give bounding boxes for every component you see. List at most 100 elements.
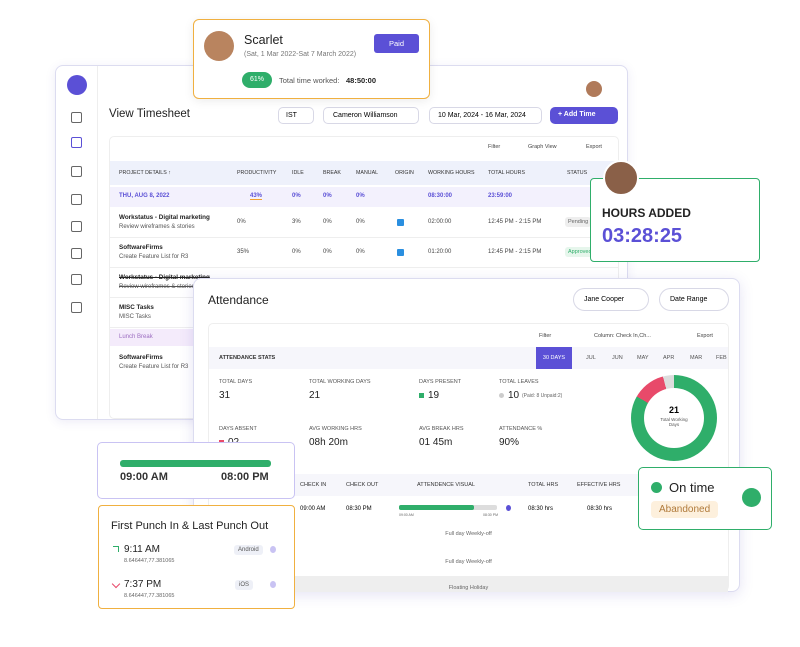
weekly-off: Full day Weekly-off [445,531,492,537]
project-name: Workstatus - Digital marketing [119,274,210,281]
stat-label: ATTENDANCE % [499,426,543,432]
arrow-icon [111,579,121,589]
location-pin [270,581,276,588]
cell: 01:20:00 [428,249,452,255]
column-header: TOTAL HRS [528,482,559,488]
scarlet-card: Scarlet (Sat, 1 Mar 2022-Sat 7 March 2022… [193,19,430,99]
stat-value: 21 [309,390,321,401]
stat-note: (Paid: 8 Unpaid:2) [522,393,563,399]
on-time-label: On time [669,480,715,495]
avatar [603,160,639,196]
punch-out: 08:00 PM [221,471,269,483]
first-punch-title: First Punch In & Last Punch Out [111,520,269,532]
name: Scarlet [244,33,283,47]
toolbar-item[interactable]: Filter [488,144,501,150]
task-name: Create Feature List for R3 [119,364,189,370]
date-cell: 43% [250,193,263,200]
range-tab[interactable]: MAR [690,355,703,361]
task-name: Review wireframes & stories [119,284,195,290]
cell: 35% [237,249,250,255]
check-icon [742,488,761,507]
abandoned-badge: Abandoned [651,501,719,518]
punch-time: 7:37 PM [124,579,162,590]
punch-bar [120,460,271,467]
status-dot [651,482,662,493]
page-title: View Timesheet [109,108,190,120]
stat-label: DAYS PRESENT [419,379,462,385]
user-select[interactable]: Cameron Williamson [323,107,419,124]
date-cell: 0% [323,193,332,199]
cell: 0% [237,219,246,225]
cell: 0% [323,249,332,255]
location-pin [506,505,511,511]
bar-start: 09:00 AM [399,513,414,517]
attendance-panel: Attendance Jane Cooper Date Range Filter Col… [193,278,740,592]
task-name: Create Feature List for R3 [119,254,189,260]
toolbar-item[interactable]: Export [697,333,713,339]
status-badge: Pending [565,217,592,227]
nav-icon [71,194,82,205]
cell: 0% [356,249,365,255]
cell: 02:00:00 [428,219,452,225]
nav-icon [71,302,82,313]
arrow-icon [113,546,119,552]
cell: 0% [292,249,301,255]
range-tab[interactable]: APR [663,355,675,361]
column-header: PROJECT DETAILS ↑ [119,170,171,176]
range-tab[interactable]: MAY [637,355,649,361]
toolbar-item[interactable]: Export [586,144,602,150]
dot [419,393,424,398]
toolbar-item[interactable]: Column: Check In,Ch... [594,333,651,339]
range-tab[interactable]: 30 DAYS [536,347,572,369]
column-header: TOTAL HOURS [488,170,525,176]
stats-title: ATTENDANCE STATS [219,355,276,361]
date-select[interactable]: 10 Mar, 2024 - 16 Mar, 2024 [429,107,542,124]
weekly-off: Full day Weekly-off [445,559,492,565]
attendance-inner: Filter Column: Check In,Ch... Export ATTEND… [208,323,729,592]
device-badge: Android [234,545,263,555]
bar-end: 08:30 PM [483,513,498,517]
range-tab[interactable]: JUL [586,355,596,361]
toolbar-item[interactable]: Graph View [528,144,557,150]
column-header: IDLE [292,170,304,176]
row-divider [110,267,618,268]
stat-value: 10 [508,390,520,401]
stat-label: DAYS ABSENT [219,426,257,432]
nav-icon [71,221,82,232]
date-cell: 0% [292,193,301,199]
range-tab[interactable]: JUN [612,355,623,361]
row-divider [110,237,618,238]
nav-icon [71,137,82,148]
date-cell: 23:59:00 [488,193,513,199]
task-name: MISC Tasks [119,314,151,320]
user-select[interactable]: Jane Cooper [573,288,649,311]
date-cell: THU, AUG 8, 2022 [119,193,170,199]
stat-label: AVG BREAK HRS [419,426,464,432]
column-header: WORKING HOURS [428,170,475,176]
cell: 08:30 hrs [528,506,554,512]
column-header: ATTENDENCE VISUAL [417,482,475,488]
location-pin [270,546,276,553]
nav-icon [71,274,82,285]
project-name: Workstatus - Digital marketing [119,214,210,221]
add-time-button[interactable]: + Add Time [550,107,618,124]
column-header: STATUS [567,170,588,176]
task-name: Review wireframes & stories [119,224,195,230]
paid-badge: Paid [374,34,419,53]
cell: 08:30 PM [346,506,372,512]
range-tab[interactable]: FEB [716,355,727,361]
dates: (Sat, 1 Mar 2022-Sat 7 March 2022) [244,51,357,58]
cell: 12:45 PM - 2:15 PM [488,249,542,255]
status-badge: Approved [565,247,595,257]
logo [67,75,87,95]
attendance-title: Attendance [208,293,269,307]
column-header: EFFECTIVE HRS [577,482,621,488]
range-select[interactable]: Date Range [659,288,729,311]
device-badge: iOS [235,580,254,590]
toolbar-item[interactable]: Filter [539,333,552,339]
date-cell: 08:30:00 [428,193,453,199]
timezone-select[interactable]: IST [278,107,314,124]
percent-badge: 61% [242,72,272,88]
stat-label: TOTAL DAYS [219,379,253,385]
